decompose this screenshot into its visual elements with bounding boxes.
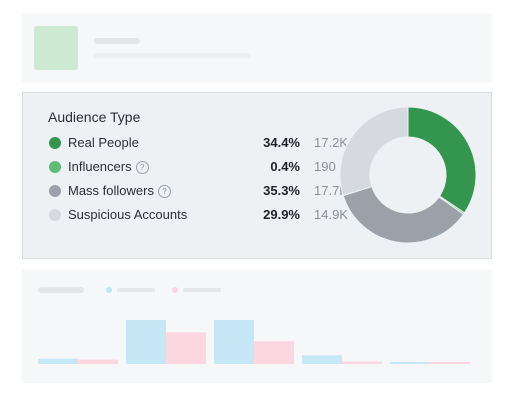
bar-chart-placeholder bbox=[38, 320, 470, 364]
legend-swatch bbox=[49, 209, 61, 221]
legend-label: Influencers? bbox=[68, 159, 149, 174]
audience-type-title: Audience Type bbox=[48, 109, 141, 125]
help-icon[interactable]: ? bbox=[135, 161, 149, 174]
bar-placeholder bbox=[78, 359, 118, 364]
text-placeholder bbox=[117, 288, 155, 292]
bar-placeholder bbox=[390, 362, 430, 364]
legend-row-mass-followers: Mass followers? 35.3% 17.7K bbox=[48, 182, 348, 200]
donut-slice-mass-followers bbox=[342, 185, 465, 244]
avatar-placeholder bbox=[34, 26, 78, 70]
donut-slice-real-people bbox=[407, 106, 477, 214]
help-icon[interactable]: ? bbox=[157, 185, 171, 198]
percent-value: 35.3% bbox=[263, 183, 300, 198]
legend-swatch bbox=[49, 185, 61, 197]
legend-label: Real People bbox=[68, 135, 139, 150]
text-placeholder bbox=[94, 38, 140, 44]
bar-placeholder bbox=[214, 320, 254, 364]
bar-placeholder bbox=[166, 332, 206, 364]
audience-type-card: Audience Type Real People 34.4% 17.2K In… bbox=[22, 92, 492, 259]
bar-placeholder bbox=[254, 341, 294, 364]
legend-placeholder-swatch bbox=[172, 287, 178, 293]
count-value: 190 bbox=[314, 159, 336, 174]
legend-label: Suspicious Accounts bbox=[68, 207, 188, 222]
bar-placeholder bbox=[342, 361, 382, 364]
percent-value: 29.9% bbox=[263, 207, 300, 222]
legend-placeholder-swatch bbox=[106, 287, 112, 293]
count-value: 14.9K bbox=[314, 207, 348, 222]
legend-row-suspicious-accounts: Suspicious Accounts 29.9% 14.9K bbox=[48, 206, 348, 224]
legend-row-real-people: Real People 34.4% 17.2K bbox=[48, 134, 348, 152]
bar-placeholder bbox=[38, 358, 78, 364]
bar-placeholder bbox=[430, 362, 470, 364]
legend-swatch bbox=[49, 161, 61, 173]
count-value: 17.7K bbox=[314, 183, 348, 198]
text-placeholder bbox=[94, 53, 250, 58]
bar-placeholder bbox=[126, 320, 166, 364]
audience-donut-chart bbox=[339, 106, 477, 244]
text-placeholder bbox=[183, 288, 221, 292]
legend-swatch bbox=[49, 137, 61, 149]
donut-slice-suspicious-accounts bbox=[339, 106, 409, 197]
legend-label: Mass followers? bbox=[68, 183, 171, 198]
percent-value: 34.4% bbox=[263, 135, 300, 150]
percent-value: 0.4% bbox=[270, 159, 300, 174]
profile-card-placeholder bbox=[22, 13, 492, 83]
count-value: 17.2K bbox=[314, 135, 348, 150]
legend-row-influencers: Influencers? 0.4% 190 bbox=[48, 158, 348, 176]
bar-chart-card-placeholder bbox=[22, 270, 492, 383]
bar-placeholder bbox=[302, 355, 342, 364]
text-placeholder bbox=[38, 287, 84, 293]
